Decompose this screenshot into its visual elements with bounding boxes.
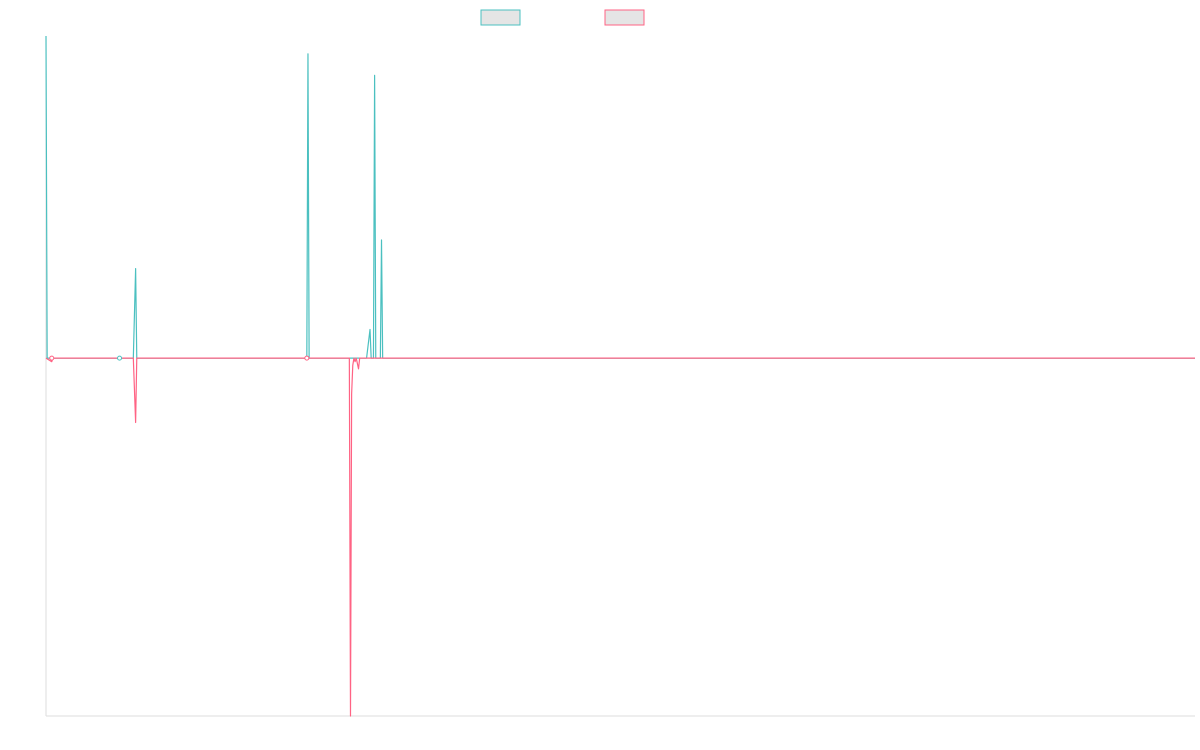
data-point-marker (117, 355, 123, 361)
series-line-1 (45, 35, 1195, 359)
data-point-marker (49, 355, 55, 361)
legend-swatch-1[interactable] (480, 9, 521, 26)
data-point-marker (304, 355, 310, 361)
series-lines (45, 35, 1195, 717)
point-markers (49, 355, 310, 361)
series-line-2 (45, 357, 1195, 717)
legend[interactable] (480, 9, 645, 26)
axes (45, 36, 1195, 717)
legend-swatch-2[interactable] (604, 9, 645, 26)
